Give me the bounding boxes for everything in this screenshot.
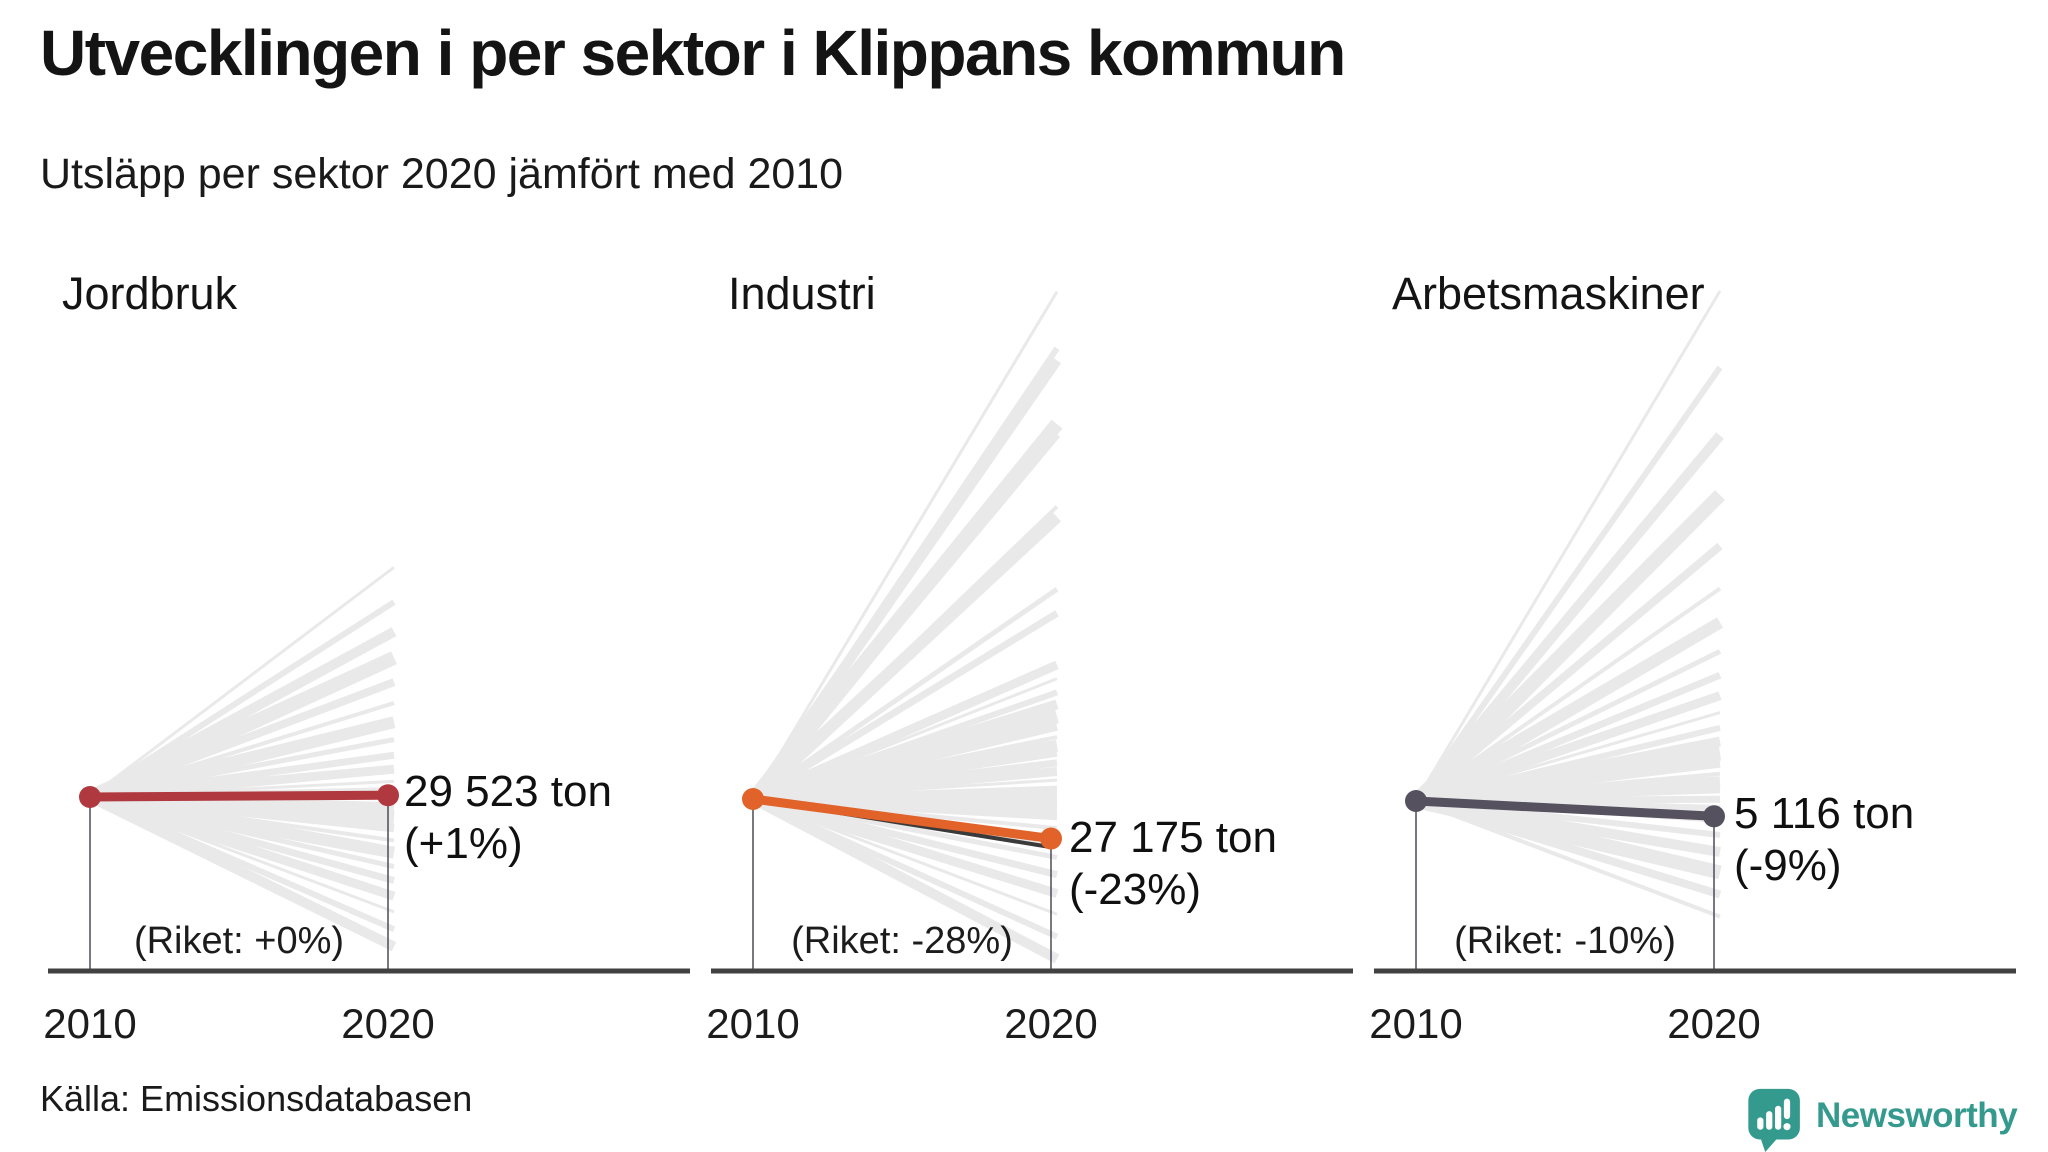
riket-label-jordbruk: (Riket: +0%) bbox=[133, 920, 345, 962]
x-tick-2020: 2020 bbox=[341, 1000, 435, 1047]
panel-title-jordbruk: Jordbruk bbox=[62, 268, 238, 319]
x-tick-2010: 2010 bbox=[43, 1000, 137, 1047]
x-tick-2020: 2020 bbox=[1667, 1000, 1761, 1047]
value-label-industri: 27 175 ton (-23%) bbox=[1069, 812, 1277, 916]
value-ton: 5 116 ton bbox=[1734, 789, 1915, 838]
value-label-jordbruk: 29 523 ton (+1%) bbox=[404, 766, 612, 870]
newsworthy-logo: Newsworthy bbox=[1746, 1088, 2018, 1152]
page-subtitle: Utsläpp per sektor 2020 jämfört med 2010 bbox=[40, 150, 844, 198]
x-tick-2010: 2010 bbox=[706, 1000, 800, 1047]
riket-label-industri: (Riket: -28%) bbox=[791, 920, 1013, 962]
value-pct: (+1%) bbox=[404, 819, 523, 868]
newsworthy-icon bbox=[1748, 1088, 1800, 1152]
value-ton: 29 523 ton bbox=[404, 767, 612, 816]
value-pct: (-23%) bbox=[1069, 865, 1202, 914]
newsworthy-wordmark: Newsworthy bbox=[1816, 1096, 2018, 1135]
x-tick-2020: 2020 bbox=[1004, 1000, 1098, 1047]
value-ton: 27 175 ton bbox=[1069, 813, 1277, 862]
panel-title-arbetsmaskiner: Arbetsmaskiner bbox=[1392, 268, 1705, 319]
panel-title-industri: Industri bbox=[728, 268, 876, 319]
x-tick-2010: 2010 bbox=[1369, 1000, 1463, 1047]
value-pct: (-9%) bbox=[1734, 841, 1842, 890]
value-label-arbetsmaskiner: 5 116 ton (-9%) bbox=[1734, 788, 1914, 892]
page-title: Utvecklingen i per sektor i Klippans kom… bbox=[40, 17, 1346, 89]
riket-label-arbetsmaskiner: (Riket: -10%) bbox=[1454, 920, 1676, 962]
source-caption: Källa: Emissionsdatabasen bbox=[40, 1078, 473, 1119]
